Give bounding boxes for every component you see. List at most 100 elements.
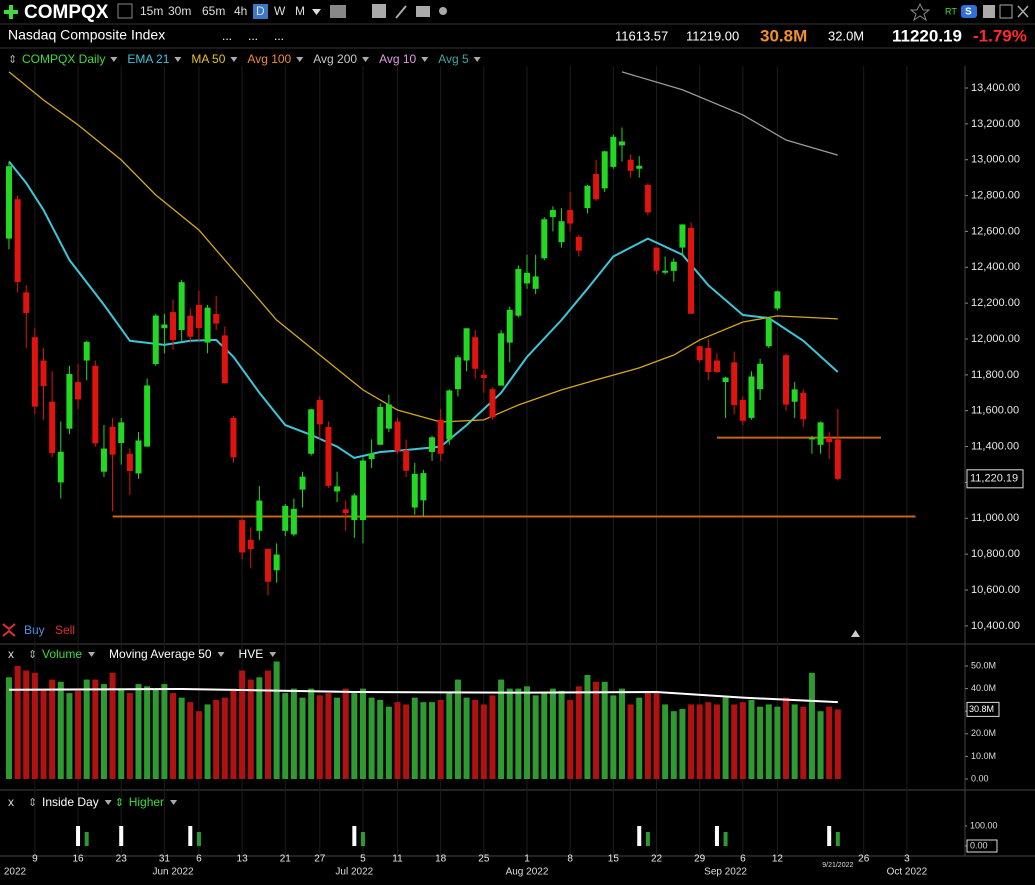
legend-item[interactable]: Avg 200: [313, 52, 357, 66]
candle-body: [429, 437, 436, 452]
candle-body: [834, 439, 841, 479]
volume-bar: [696, 704, 703, 779]
volume-bar: [601, 681, 608, 779]
trade-icon[interactable]: [2, 623, 16, 637]
candle-body: [31, 337, 38, 407]
timeframe[interactable]: W: [274, 4, 286, 18]
candle-body: [152, 315, 159, 365]
candle-body: [489, 389, 496, 418]
dropdown[interactable]: [296, 57, 304, 62]
inside-day-marker: [119, 826, 124, 846]
dropdown[interactable]: [104, 800, 112, 805]
dropdown[interactable]: [88, 652, 96, 657]
timeframe[interactable]: 30m: [168, 4, 191, 18]
candle-body: [126, 453, 133, 471]
tool-icon[interactable]: [416, 6, 430, 17]
y-tick-label: 40.0M: [971, 683, 996, 693]
volume-bar: [411, 697, 418, 779]
timeframe[interactable]: 15m: [140, 4, 163, 18]
candle-body: [109, 426, 116, 455]
dropdown[interactable]: [170, 800, 178, 805]
candle-body: [40, 360, 47, 387]
candle-body: [5, 166, 12, 239]
volume-bar: [506, 688, 513, 779]
legend-item[interactable]: Inside Day: [42, 795, 99, 809]
candle-body: [454, 357, 461, 390]
legend-item[interactable]: Moving Average 50: [109, 647, 212, 661]
volume-bar: [66, 693, 73, 779]
timeframe[interactable]: 4h: [234, 4, 247, 18]
legend-item[interactable]: Avg 100: [247, 52, 291, 66]
scroll-arrow[interactable]: [851, 630, 860, 637]
legend-item[interactable]: MA 50: [191, 52, 225, 66]
s-icon[interactable]: S: [965, 7, 972, 18]
candle-body: [688, 227, 695, 314]
dropdown[interactable]: [421, 57, 429, 62]
sell-button[interactable]: Sell: [55, 623, 75, 637]
dropdown[interactable]: [362, 57, 370, 62]
dropdown[interactable]: [230, 57, 238, 62]
dropdown[interactable]: [473, 57, 481, 62]
candle-body: [92, 365, 99, 444]
close-panel[interactable]: x: [8, 647, 14, 661]
volume-bar: [713, 704, 720, 779]
timeframe[interactable]: 65m: [202, 4, 225, 18]
candle-body: [282, 505, 289, 531]
legend-item[interactable]: Volume: [42, 647, 82, 661]
volume-bar: [463, 697, 470, 779]
volume-bar: [627, 704, 634, 779]
indicator-line: [8, 71, 838, 423]
candle-body: [446, 390, 453, 440]
legend-item[interactable]: Higher: [129, 795, 164, 809]
legend-item[interactable]: COMPQX Daily: [22, 52, 105, 66]
dropdown[interactable]: [174, 57, 182, 62]
star-icon[interactable]: [909, 2, 931, 22]
x-tick-label: 3: [904, 854, 910, 865]
candle-body: [713, 360, 720, 372]
rt-icon[interactable]: RT: [945, 6, 957, 16]
timeframe[interactable]: M: [295, 4, 305, 18]
legend-item[interactable]: EMA 21: [127, 52, 169, 66]
dots: ...: [274, 29, 284, 43]
candle-body: [308, 409, 315, 454]
candle-body: [213, 313, 220, 324]
close-icon[interactable]: [1017, 5, 1029, 18]
candle-body: [239, 520, 246, 553]
volume-bar: [783, 697, 790, 779]
dropdown[interactable]: [110, 57, 118, 62]
high: 11613.57: [615, 28, 668, 43]
dropdown[interactable]: [312, 9, 321, 15]
legend-item[interactable]: Avg 10: [379, 52, 416, 66]
timeframe[interactable]: D: [256, 4, 265, 18]
volume-bar: [178, 697, 185, 779]
volume-bar: [385, 706, 392, 779]
y-tick-label: 11,800.00: [971, 369, 1019, 381]
symbol[interactable]: COMPQX: [24, 2, 109, 23]
buy-button[interactable]: Buy: [24, 623, 45, 637]
window-icon[interactable]: [999, 4, 1013, 19]
candle-body: [178, 282, 185, 331]
tool-icon[interactable]: [330, 5, 346, 18]
volume-bar: [368, 697, 375, 779]
save-icon[interactable]: [983, 5, 995, 18]
month-label: Sep 2022: [704, 867, 747, 878]
legend-item[interactable]: HVE: [239, 647, 264, 661]
candle-body: [731, 362, 738, 406]
month-label: Oct 2022: [887, 867, 928, 878]
legend-item[interactable]: Avg 5: [438, 52, 469, 66]
add-icon[interactable]: [4, 5, 18, 19]
candle-body: [394, 421, 401, 452]
y-tick-label: 50.0M: [971, 660, 996, 670]
tool-icon[interactable]: [372, 4, 386, 18]
close-panel[interactable]: x: [8, 795, 14, 809]
menu-icon[interactable]: [117, 3, 133, 19]
month-label: Aug 2022: [506, 867, 549, 878]
volume-bar: [524, 686, 531, 779]
dropdown[interactable]: [269, 652, 277, 657]
month-label: 2022: [4, 867, 27, 878]
s-icon-bg[interactable]: [961, 5, 977, 18]
draw-icon[interactable]: [395, 5, 407, 19]
tool-icon[interactable]: [439, 7, 447, 15]
dropdown[interactable]: [217, 652, 225, 657]
volume-bar: [204, 704, 211, 779]
